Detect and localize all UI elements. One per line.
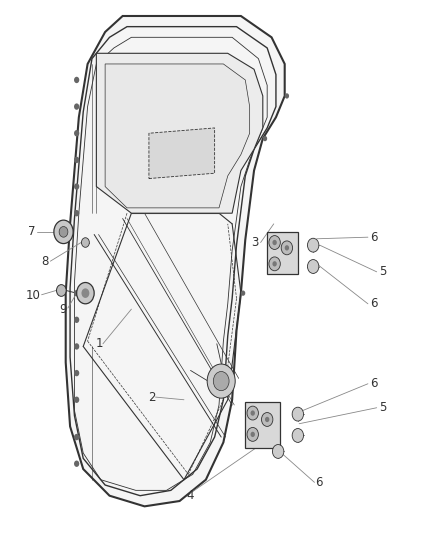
Circle shape <box>292 429 304 442</box>
Circle shape <box>269 257 280 271</box>
Circle shape <box>241 290 245 296</box>
Text: 6: 6 <box>370 231 378 244</box>
Circle shape <box>265 417 269 422</box>
Circle shape <box>74 290 79 296</box>
Circle shape <box>74 183 79 190</box>
Circle shape <box>74 370 79 376</box>
Text: 1: 1 <box>95 337 103 350</box>
Circle shape <box>74 77 79 83</box>
Text: 2: 2 <box>148 391 155 403</box>
Circle shape <box>272 445 284 458</box>
Text: 4: 4 <box>187 489 194 502</box>
Circle shape <box>74 317 79 323</box>
Circle shape <box>74 130 79 136</box>
Polygon shape <box>245 402 280 448</box>
Circle shape <box>281 241 293 255</box>
Circle shape <box>263 136 267 141</box>
Circle shape <box>247 406 258 420</box>
Text: 9: 9 <box>59 303 67 316</box>
Text: 5: 5 <box>379 401 386 414</box>
Circle shape <box>59 227 68 237</box>
Circle shape <box>74 397 79 403</box>
Circle shape <box>74 103 79 110</box>
Circle shape <box>54 220 73 244</box>
Circle shape <box>74 434 79 440</box>
Circle shape <box>261 413 273 426</box>
Circle shape <box>251 410 255 416</box>
Circle shape <box>307 238 319 252</box>
Polygon shape <box>267 232 298 274</box>
Text: 6: 6 <box>370 377 378 390</box>
Circle shape <box>251 432 255 437</box>
Circle shape <box>81 238 89 247</box>
Text: 10: 10 <box>25 289 40 302</box>
Polygon shape <box>96 53 263 213</box>
Circle shape <box>307 260 319 273</box>
Text: 5: 5 <box>379 265 386 278</box>
Circle shape <box>74 343 79 350</box>
Circle shape <box>285 245 289 251</box>
Polygon shape <box>149 128 215 179</box>
Circle shape <box>272 261 277 266</box>
Circle shape <box>269 236 280 249</box>
Polygon shape <box>105 64 250 208</box>
Circle shape <box>74 157 79 163</box>
Polygon shape <box>66 16 285 506</box>
Circle shape <box>213 372 229 391</box>
Text: 6: 6 <box>315 476 323 489</box>
Circle shape <box>81 288 89 298</box>
Circle shape <box>285 93 289 99</box>
Text: 6: 6 <box>370 297 378 310</box>
Text: 8: 8 <box>42 255 49 268</box>
Text: 7: 7 <box>28 225 36 238</box>
Circle shape <box>272 240 277 245</box>
Text: 3: 3 <box>251 236 258 249</box>
Circle shape <box>207 364 235 398</box>
Circle shape <box>57 285 66 296</box>
Circle shape <box>74 461 79 467</box>
Circle shape <box>77 282 94 304</box>
Circle shape <box>292 407 304 421</box>
Circle shape <box>247 427 258 441</box>
Circle shape <box>74 210 79 216</box>
